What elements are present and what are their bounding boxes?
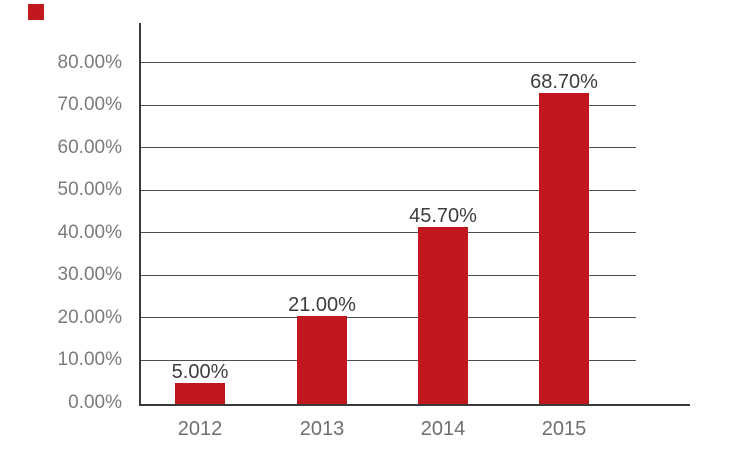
x-axis-label: 2012 <box>177 418 223 440</box>
y-axis-label: 0.00% <box>68 391 122 413</box>
y-axis-label: 80.00% <box>57 51 122 73</box>
bar-2012 <box>175 382 225 405</box>
bar-value-label: 68.70% <box>530 71 598 93</box>
x-axis-label: 2013 <box>299 418 345 440</box>
gridline <box>140 104 636 106</box>
gridline <box>140 189 636 191</box>
x-axis-label: 2014 <box>420 418 466 440</box>
bar-value-label: 5.00% <box>171 360 229 383</box>
y-axis-label: 10.00% <box>57 349 122 370</box>
gridline <box>140 232 636 233</box>
y-axis-label: 40.00% <box>57 221 122 243</box>
x-axis-line <box>139 404 690 406</box>
y-axis-label: 60.00% <box>57 136 122 158</box>
bar-2014 <box>418 226 468 405</box>
gridline <box>140 317 636 318</box>
gridline <box>140 359 636 361</box>
bar-2015 <box>539 93 589 405</box>
gridline <box>140 147 636 148</box>
gridline <box>140 62 636 63</box>
y-axis-line <box>139 23 141 406</box>
y-axis-label: 20.00% <box>57 306 122 328</box>
y-axis-label: 70.00% <box>57 94 122 115</box>
bar-value-label: 21.00% <box>288 294 356 317</box>
x-axis-label: 2015 <box>541 418 587 440</box>
bar-2013 <box>297 316 347 405</box>
y-axis-label: 30.00% <box>57 264 122 285</box>
bar-value-label: 45.70% <box>409 204 477 227</box>
red-square-marker <box>28 4 44 20</box>
gridline <box>140 274 636 276</box>
y-axis-label: 50.00% <box>57 179 122 200</box>
